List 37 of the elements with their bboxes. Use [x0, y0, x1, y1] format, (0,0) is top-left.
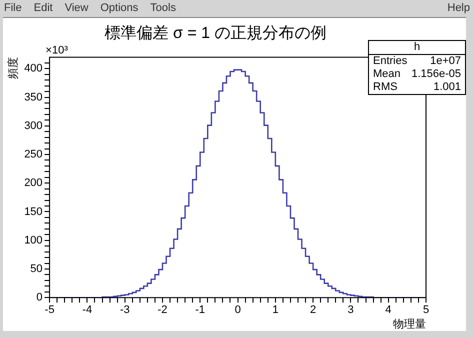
x-tick-label: 1 [272, 304, 278, 316]
x-tick-label: -1 [195, 304, 206, 316]
text: Options [100, 2, 138, 14]
x-tick-label: 2 [310, 304, 316, 316]
annotation: 1.156e-05 [411, 68, 461, 81]
y-tick-label: 400 [24, 62, 43, 75]
y-tick-label: 100 [24, 234, 43, 246]
text: Edit [34, 2, 53, 14]
x-axis-title: 物理量 [393, 318, 426, 330]
x-tick-label: 5 [422, 304, 430, 316]
x-tick-label: 3 [348, 304, 354, 316]
text: Tools [150, 2, 176, 14]
text: View [64, 2, 88, 14]
x-tick-label: -4 [82, 304, 92, 316]
y-axis-title: 頻度 [6, 57, 20, 80]
text: Help [447, 2, 470, 14]
y-tick-label: 0 [36, 292, 43, 304]
x-tick-label: 0 [234, 304, 241, 316]
annotation: Entries [373, 55, 408, 68]
x-tick-label: -3 [120, 304, 130, 316]
y-tick-label: 50 [30, 263, 43, 276]
x-tick-label: -2 [158, 304, 168, 316]
text: 1e+07 [430, 55, 461, 68]
text: 1.001 [433, 81, 461, 94]
annotation: Mean [373, 68, 401, 81]
y-tick-label: 200 [24, 177, 43, 190]
y-tick-label: 150 [24, 206, 43, 218]
text: h [369, 41, 465, 55]
x-tick-label: -5 [44, 304, 54, 316]
y-tick-label: 300 [24, 120, 43, 132]
y-tick-label: 350 [24, 91, 43, 104]
text: File [4, 2, 22, 14]
annotation: RMS [373, 81, 398, 94]
x-tick-label: 4 [385, 304, 392, 316]
y-tick-label: 250 [24, 148, 43, 161]
text: ×10³ [46, 44, 68, 57]
chart-title: 標準偏差 σ = 1 の正規分布の例 [104, 24, 326, 42]
